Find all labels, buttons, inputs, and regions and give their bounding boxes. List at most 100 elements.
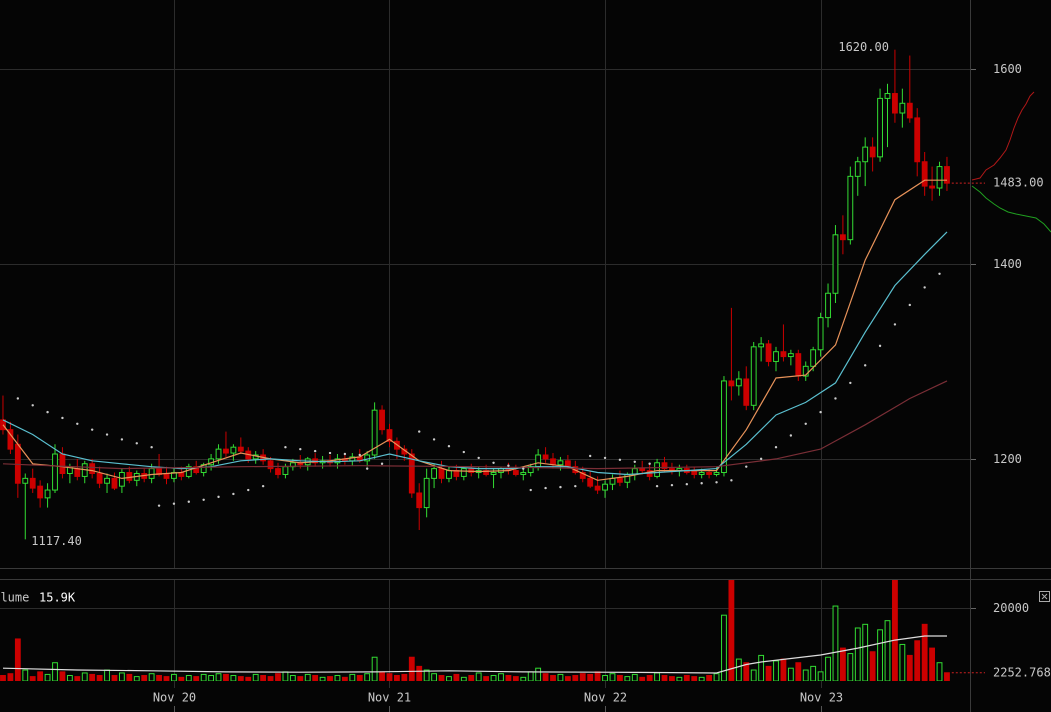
volume-bar bbox=[646, 675, 653, 681]
volume-bar bbox=[7, 673, 14, 681]
volume-bar bbox=[564, 676, 571, 681]
candle-body bbox=[944, 166, 950, 184]
x-tick-label: Nov 21 bbox=[368, 691, 411, 705]
volume-bar bbox=[148, 673, 155, 681]
volume-bar bbox=[691, 676, 698, 681]
indicator-dot bbox=[105, 433, 109, 436]
candle-body bbox=[929, 185, 936, 189]
indicator-dot bbox=[462, 450, 466, 454]
indicator-dot bbox=[358, 453, 361, 457]
indicator-line bbox=[2, 179, 947, 481]
candle-body bbox=[795, 353, 802, 377]
volume-bar bbox=[527, 671, 534, 681]
candle-body bbox=[698, 472, 705, 475]
volume-bar bbox=[327, 676, 333, 681]
candle-body bbox=[460, 468, 467, 477]
indicator-dot bbox=[432, 438, 436, 441]
volume-bar bbox=[921, 623, 928, 681]
indicator-dot bbox=[655, 484, 659, 488]
indicator-dot bbox=[804, 422, 807, 426]
volume-bar bbox=[364, 673, 371, 681]
labels: Volume 15.9K Nov 20 Nov 21 Nov 22 Nov 23 120… bbox=[0, 40, 1051, 704]
volume-bar bbox=[616, 675, 623, 681]
candle-body bbox=[416, 492, 423, 509]
candle-body bbox=[512, 470, 519, 475]
volume-bar bbox=[401, 673, 408, 681]
volume-bar bbox=[171, 673, 177, 681]
candle-body bbox=[275, 468, 281, 475]
volume-bar bbox=[37, 671, 44, 681]
candle-body bbox=[862, 146, 869, 163]
volume-bar bbox=[245, 676, 252, 681]
candle-body bbox=[446, 470, 452, 479]
indicator-dot bbox=[588, 454, 592, 458]
candle-body bbox=[721, 380, 727, 474]
candle-body bbox=[706, 472, 713, 475]
candle-body bbox=[787, 353, 794, 358]
indicator-dot bbox=[172, 502, 176, 505]
volume-bar bbox=[929, 647, 936, 681]
volume-bar bbox=[594, 671, 601, 681]
indicator-dot bbox=[633, 460, 636, 464]
indicator-dot bbox=[774, 445, 778, 449]
volume-bar bbox=[178, 676, 185, 681]
indicator-dot bbox=[938, 272, 941, 275]
indicator-dot bbox=[187, 500, 190, 503]
volume-bar bbox=[906, 654, 913, 681]
volume-bar bbox=[631, 673, 638, 681]
volume-bar bbox=[431, 673, 437, 681]
volume-bar bbox=[773, 660, 779, 681]
candle-body bbox=[237, 446, 244, 452]
volume-bar bbox=[676, 676, 683, 681]
volume-bar bbox=[661, 675, 668, 681]
volume-bar bbox=[795, 662, 802, 681]
volume-bar bbox=[587, 673, 594, 681]
volume-bar bbox=[66, 675, 73, 681]
candle-body bbox=[609, 477, 616, 485]
close-box[interactable] bbox=[1039, 591, 1050, 602]
volume-bar bbox=[743, 662, 750, 681]
volume-bar bbox=[126, 673, 133, 681]
volume-bar bbox=[624, 676, 631, 681]
candle-body bbox=[825, 292, 831, 319]
y-tick-label: 1600 bbox=[993, 62, 1022, 76]
volume-bar bbox=[520, 676, 527, 681]
volume-bar bbox=[141, 675, 148, 681]
candle-body bbox=[542, 454, 549, 460]
candle-body bbox=[89, 463, 96, 474]
candle-body bbox=[899, 102, 906, 114]
close-icon[interactable] bbox=[1041, 593, 1048, 600]
volume-bar bbox=[341, 676, 348, 681]
candle-body bbox=[579, 472, 586, 479]
indicator-dot bbox=[299, 447, 302, 451]
candle-body bbox=[892, 93, 898, 114]
x-tick-label: Nov 22 bbox=[584, 691, 627, 705]
indicator-dot bbox=[685, 483, 689, 486]
close-button[interactable] bbox=[1039, 591, 1050, 602]
volume-bar bbox=[282, 671, 289, 681]
price-annotation: 1117.40 bbox=[31, 534, 82, 548]
volume-bar bbox=[193, 676, 200, 681]
indicator-dot bbox=[46, 410, 49, 414]
candle-body bbox=[163, 473, 170, 479]
candle-body bbox=[550, 458, 556, 466]
volume-bar bbox=[780, 658, 787, 681]
volume-bar bbox=[914, 640, 921, 681]
volume-bar bbox=[550, 675, 556, 681]
volume-bar bbox=[319, 676, 326, 681]
candle-body bbox=[29, 477, 36, 489]
volume-bar bbox=[416, 665, 423, 681]
candle-body bbox=[877, 97, 883, 158]
candle-body bbox=[713, 472, 720, 475]
volume-bar bbox=[260, 675, 267, 681]
volume-bar bbox=[349, 673, 356, 681]
indicator-dot bbox=[217, 495, 220, 499]
volume-bar bbox=[721, 614, 727, 681]
indicator-dot bbox=[544, 486, 547, 490]
candle-body bbox=[810, 349, 817, 367]
candle-body bbox=[386, 429, 393, 442]
candle-body bbox=[431, 468, 437, 479]
indicator-dot bbox=[923, 286, 926, 289]
candle-body bbox=[267, 460, 274, 470]
